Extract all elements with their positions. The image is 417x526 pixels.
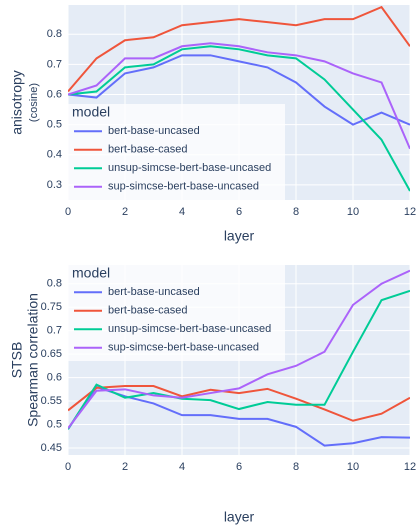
line bbox=[68, 289, 410, 430]
y-tick-label: 0.5 bbox=[47, 119, 62, 131]
line bbox=[68, 45, 410, 192]
x-tick-label: 12 bbox=[404, 206, 416, 218]
x-tick-label: 2 bbox=[122, 206, 128, 218]
legend-label: unsup-simcse-bert-base-uncased bbox=[108, 162, 271, 174]
y-tick-label: 0.75 bbox=[41, 301, 62, 313]
x-tick-label: 0 bbox=[65, 461, 71, 473]
y-tick-label: 0.7 bbox=[47, 58, 62, 70]
legend-label: bert-base-cased bbox=[108, 305, 188, 317]
x-axis-label: layer bbox=[224, 228, 255, 244]
y-tick-label: 0.7 bbox=[47, 325, 62, 337]
x-tick-label: 10 bbox=[347, 206, 359, 218]
line bbox=[68, 385, 410, 422]
y-tick-label: 0.45 bbox=[41, 442, 62, 454]
x-tick-label: 0 bbox=[65, 206, 71, 218]
x-tick-label: 8 bbox=[293, 461, 299, 473]
line bbox=[68, 269, 410, 429]
y-axis-label: STSB bbox=[9, 342, 25, 379]
line bbox=[68, 5, 410, 93]
legend-label: sup-simcse-bert-base-uncased bbox=[108, 181, 259, 193]
x-tick-label: 12 bbox=[404, 461, 416, 473]
line bbox=[68, 42, 410, 150]
y-axis-label: Spearman correlation bbox=[25, 293, 41, 427]
y-axis-label: anisotropy bbox=[9, 70, 25, 135]
x-tick-label: 4 bbox=[179, 206, 185, 218]
line bbox=[68, 385, 410, 447]
y-tick-label: 0.3 bbox=[47, 179, 62, 191]
y-tick-label: 0.8 bbox=[47, 28, 62, 40]
legend-label: bert-base-cased bbox=[108, 144, 188, 156]
x-tick-label: 6 bbox=[236, 206, 242, 218]
x-tick-label: 8 bbox=[293, 206, 299, 218]
y-tick-label: 0.6 bbox=[47, 88, 62, 100]
legend-title: model bbox=[72, 265, 110, 281]
legend-title: model bbox=[72, 104, 110, 120]
x-tick-label: 4 bbox=[179, 461, 185, 473]
legend-label: unsup-simcse-bert-base-uncased bbox=[108, 323, 271, 335]
legend-box bbox=[68, 104, 285, 200]
x-axis-label: layer bbox=[224, 509, 255, 525]
legend-label: bert-base-uncased bbox=[108, 286, 200, 298]
y-tick-label: 0.5 bbox=[47, 418, 62, 430]
y-axis-label: (cosine) bbox=[28, 83, 40, 122]
legend-label: sup-simcse-bert-base-uncased bbox=[108, 342, 259, 354]
x-tick-label: 10 bbox=[347, 461, 359, 473]
y-tick-label: 0.55 bbox=[41, 395, 62, 407]
y-tick-label: 0.65 bbox=[41, 348, 62, 360]
legend-box bbox=[68, 265, 285, 361]
y-tick-label: 0.8 bbox=[47, 278, 62, 290]
x-tick-label: 6 bbox=[236, 461, 242, 473]
legend-label: bert-base-uncased bbox=[108, 125, 200, 137]
y-tick-label: 0.4 bbox=[47, 149, 62, 161]
x-tick-label: 2 bbox=[122, 461, 128, 473]
line bbox=[68, 54, 410, 126]
y-tick-label: 0.6 bbox=[47, 371, 62, 383]
